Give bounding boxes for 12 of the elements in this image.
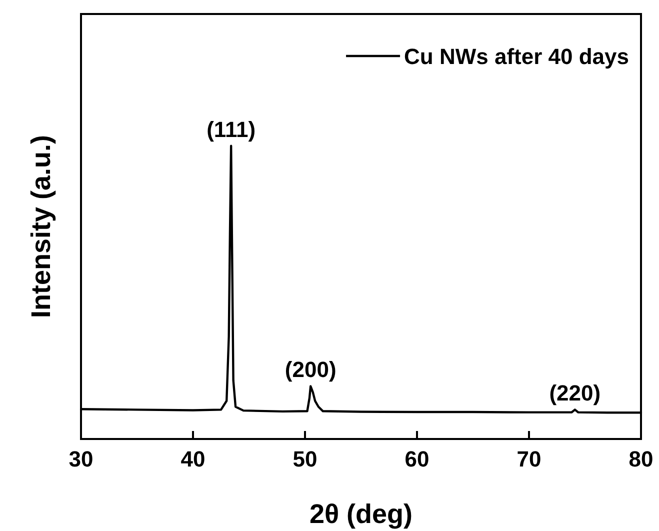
x-tick-label: 50 [292,446,318,472]
x-tick-label: 80 [628,446,654,472]
x-tick-label: 30 [68,446,94,472]
x-tick-label: 60 [404,446,430,472]
x-axis-title: 2θ (deg) [309,499,413,529]
annotation: (200) [284,357,336,382]
annotation: (111) [206,116,256,142]
y-axis-title: Intensity (a.u.) [26,134,56,318]
x-tick-label: 40 [180,446,206,472]
annotation: (220) [549,380,601,406]
x-tick-label: 70 [516,446,542,472]
legend-label: Cu NWs after 40 days [404,44,629,69]
